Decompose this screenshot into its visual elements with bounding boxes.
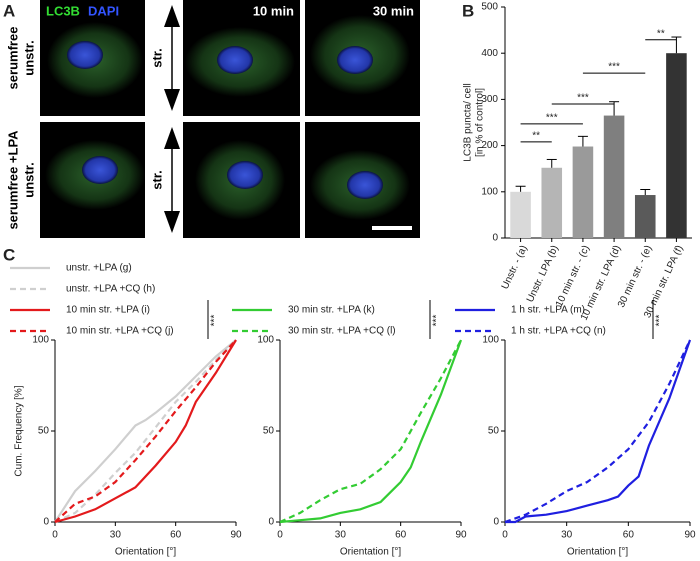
row-label: serumfree: [5, 27, 20, 90]
legend-label: 30 min str. +LPA +CQ (l): [288, 326, 396, 337]
y-tick-label: 100: [257, 335, 274, 346]
x-tick-label: 0: [502, 530, 508, 541]
x-tick-label: Unstr. LPA (b): [525, 244, 561, 304]
x-tick-label: 60: [395, 530, 407, 541]
microscopy-panel: [40, 0, 420, 238]
series-line: [505, 339, 692, 524]
channel-label: DAPI: [88, 3, 119, 18]
panel-letter: C: [3, 245, 15, 264]
y-tick-label: 0: [492, 233, 498, 244]
x-tick-label: 30: [335, 530, 347, 541]
y-tick-label: 200: [481, 140, 498, 151]
y-tick-label: 0: [493, 517, 499, 528]
x-axis-label: Orientation [°]: [340, 547, 401, 558]
bar: [634, 195, 656, 238]
legend-label: 10 min str. +LPA +CQ (j): [66, 326, 174, 337]
scale-bar: [372, 226, 412, 230]
stretch-label: str.: [149, 48, 164, 68]
row-label: unstr.: [21, 40, 36, 75]
channel-label: LC3B: [46, 3, 80, 18]
legend-label: unstr. +LPA (g): [66, 263, 132, 274]
y-tick-label: 100: [481, 186, 498, 197]
bar: [541, 167, 563, 238]
y-tick-label: 500: [481, 2, 498, 13]
panel-letter: A: [3, 1, 15, 20]
y-tick-label: 50: [488, 426, 500, 437]
row-label: unstr.: [21, 162, 36, 197]
y-tick-label: 50: [263, 426, 275, 437]
x-tick-label: 10 min str. - (c): [554, 244, 592, 309]
bar: [603, 115, 625, 238]
y-tick-label: 400: [481, 48, 498, 59]
y-axis-label: Cum. Frequency [%]: [14, 385, 25, 476]
y-tick-label: 0: [43, 517, 49, 528]
stretch-arrow: [164, 211, 180, 233]
legend-label: unstr. +LPA +CQ (h): [66, 284, 155, 295]
nucleus: [337, 46, 373, 74]
series-line: [54, 339, 237, 524]
x-tick-label: 0: [277, 530, 283, 541]
y-tick-label: 100: [32, 335, 49, 346]
legend-label: 10 min str. +LPA (i): [66, 305, 150, 316]
significance-label: **: [657, 28, 665, 39]
panel-letter: B: [462, 1, 474, 20]
y-tick-label: 0: [268, 517, 274, 528]
series-line: [54, 339, 237, 523]
significance-label: ***: [655, 315, 666, 327]
y-tick-label: 100: [482, 335, 499, 346]
x-axis-label: Orientation [°]: [567, 547, 628, 558]
legend-label: 30 min str. +LPA (k): [288, 305, 375, 316]
x-tick-label: 0: [52, 530, 58, 541]
significance-label: ***: [608, 62, 620, 73]
x-tick-label: Unstr. - (a): [500, 244, 530, 291]
bar: [510, 191, 531, 238]
stretch-arrow: [164, 5, 180, 27]
series-line: [54, 339, 237, 523]
stretch-label: str.: [149, 170, 164, 190]
time-label: 30 min: [373, 3, 414, 18]
x-tick-label: 60: [623, 530, 635, 541]
legend-label: 1 h str. +LPA (m): [511, 305, 585, 316]
x-tick-label: 30: [110, 530, 122, 541]
series-line: [54, 339, 237, 524]
y-axis-label: [in % of control]: [475, 88, 486, 157]
y-axis-label: LC3B puncta/ cell: [463, 83, 474, 161]
series-line: [279, 339, 462, 524]
nucleus: [347, 171, 383, 199]
x-tick-label: 60: [170, 530, 182, 541]
significance-label: ***: [577, 93, 589, 104]
nucleus: [82, 156, 118, 184]
significance-label: ***: [546, 113, 558, 124]
nucleus: [67, 41, 103, 69]
series-line: [279, 339, 463, 524]
stretch-arrow: [164, 127, 180, 149]
x-tick-label: 90: [455, 530, 467, 541]
significance-label: ***: [210, 315, 221, 327]
x-tick-label: 30: [561, 530, 573, 541]
significance-label: ***: [432, 315, 443, 327]
stretch-arrow: [164, 89, 180, 111]
y-tick-label: 50: [38, 426, 50, 437]
nucleus: [227, 161, 263, 189]
y-tick-label: 300: [481, 94, 498, 105]
legend-label: 1 h str. +LPA +CQ (n): [511, 326, 606, 337]
bar: [666, 53, 687, 239]
significance-label: **: [532, 131, 540, 142]
x-tick-label: 90: [684, 530, 696, 541]
bar: [572, 146, 594, 238]
series-line: [504, 339, 691, 524]
x-axis-label: Orientation [°]: [115, 547, 176, 558]
time-label: 10 min: [253, 3, 294, 18]
row-label: serumfree +LPA: [5, 130, 20, 230]
nucleus: [217, 46, 253, 74]
x-tick-label: 90: [230, 530, 242, 541]
